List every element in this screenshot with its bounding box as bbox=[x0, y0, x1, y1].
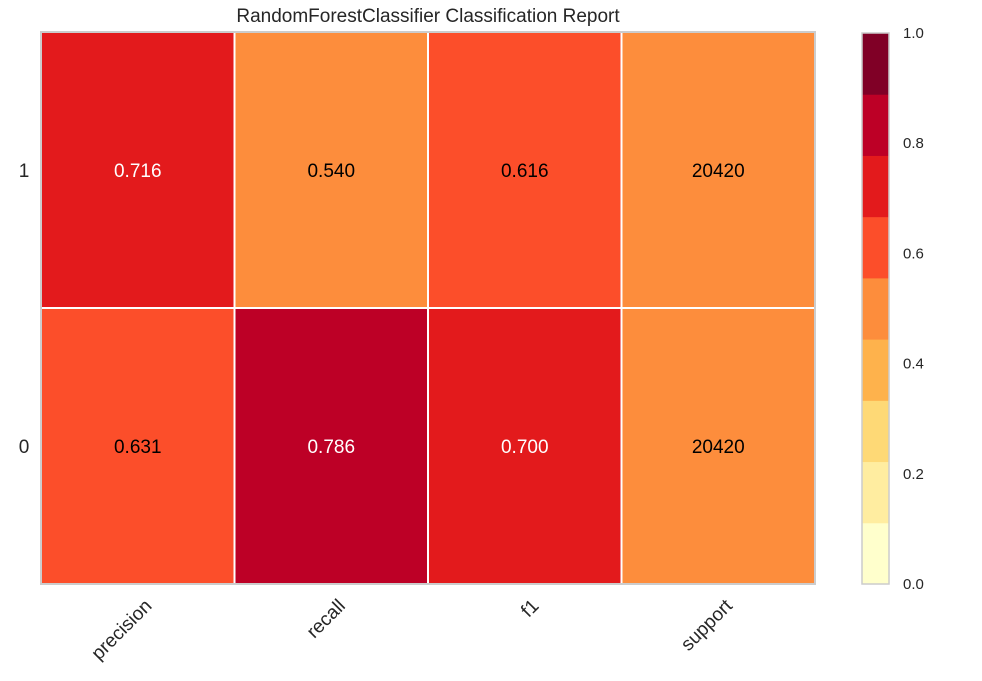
plot-frame bbox=[40, 31, 816, 585]
cell-value-label: 0.540 bbox=[307, 161, 355, 182]
colorbar-segment bbox=[862, 216, 889, 279]
colorbar-tick-label: 0.0 bbox=[903, 576, 924, 593]
colorbar-tick-label: 0.4 bbox=[903, 356, 924, 373]
colorbar-segment bbox=[862, 461, 889, 524]
column-tick-label: recall bbox=[303, 596, 350, 643]
column-tick-label: precision bbox=[88, 596, 157, 665]
colorbar bbox=[861, 32, 890, 585]
colorbar-tick-label: 0.2 bbox=[903, 466, 924, 483]
cell-value-label: 20420 bbox=[692, 437, 745, 458]
heatmap-cell-labels: 0.716 0.540 0.616 20420 0.631 0.786 0.700 20420 bbox=[114, 161, 745, 458]
colorbar-segment bbox=[862, 94, 889, 156]
colorbar-tick-label: 1.0 bbox=[903, 25, 924, 42]
cell-value-label: 0.631 bbox=[114, 437, 162, 458]
cell-value-label: 0.786 bbox=[307, 437, 355, 458]
heatmap-cell-1-precision bbox=[40, 31, 236, 309]
colorbar-segment bbox=[862, 339, 889, 401]
column-tick-labels: precision recall f1 support bbox=[88, 595, 738, 664]
heatmap-cells bbox=[40, 31, 816, 585]
row-tick-label: 0 bbox=[19, 437, 30, 458]
heatmap-cell-0-recall bbox=[233, 307, 429, 585]
chart-title: RandomForestClassifier Classification Re… bbox=[236, 6, 620, 27]
colorbar-frame bbox=[861, 32, 890, 585]
heatmap-cell-1-recall bbox=[233, 31, 429, 309]
colorbar-segment bbox=[862, 277, 889, 340]
cell-value-label: 20420 bbox=[692, 161, 745, 182]
row-tick-labels: 10 bbox=[19, 161, 30, 458]
colorbar-tick-label: 0.8 bbox=[903, 135, 924, 152]
column-tick-label: support bbox=[677, 595, 737, 655]
colorbar-segment bbox=[862, 33, 889, 95]
column-tick-label: f1 bbox=[517, 596, 543, 622]
colorbar-segment bbox=[862, 155, 889, 218]
heatmap-cell-0-support bbox=[620, 307, 816, 585]
cell-value-label: 0.716 bbox=[114, 161, 162, 182]
heatmap-cell-0-precision bbox=[40, 307, 236, 585]
cell-value-label: 0.700 bbox=[501, 437, 549, 458]
colorbar-tick-label: 0.6 bbox=[903, 245, 924, 262]
row-tick-label: 1 bbox=[19, 161, 30, 182]
heatmap-cell-1-support bbox=[620, 31, 816, 309]
colorbar-tick-labels: 0.0 0.2 0.4 0.6 0.8 1.0 bbox=[903, 25, 924, 593]
cell-value-label: 0.616 bbox=[501, 161, 549, 182]
colorbar-segment bbox=[862, 522, 889, 585]
colorbar-segment bbox=[862, 400, 889, 463]
